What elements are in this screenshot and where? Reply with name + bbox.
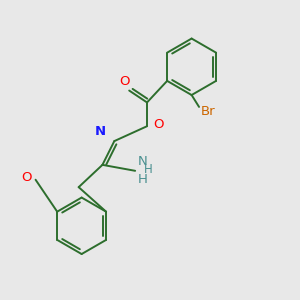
Text: H: H: [138, 173, 148, 186]
Text: O: O: [154, 118, 164, 131]
Text: N: N: [95, 125, 106, 138]
Text: Br: Br: [200, 105, 215, 118]
Text: H: H: [144, 164, 153, 176]
Text: O: O: [119, 75, 130, 88]
Text: O: O: [22, 171, 32, 184]
Text: N: N: [138, 155, 148, 168]
